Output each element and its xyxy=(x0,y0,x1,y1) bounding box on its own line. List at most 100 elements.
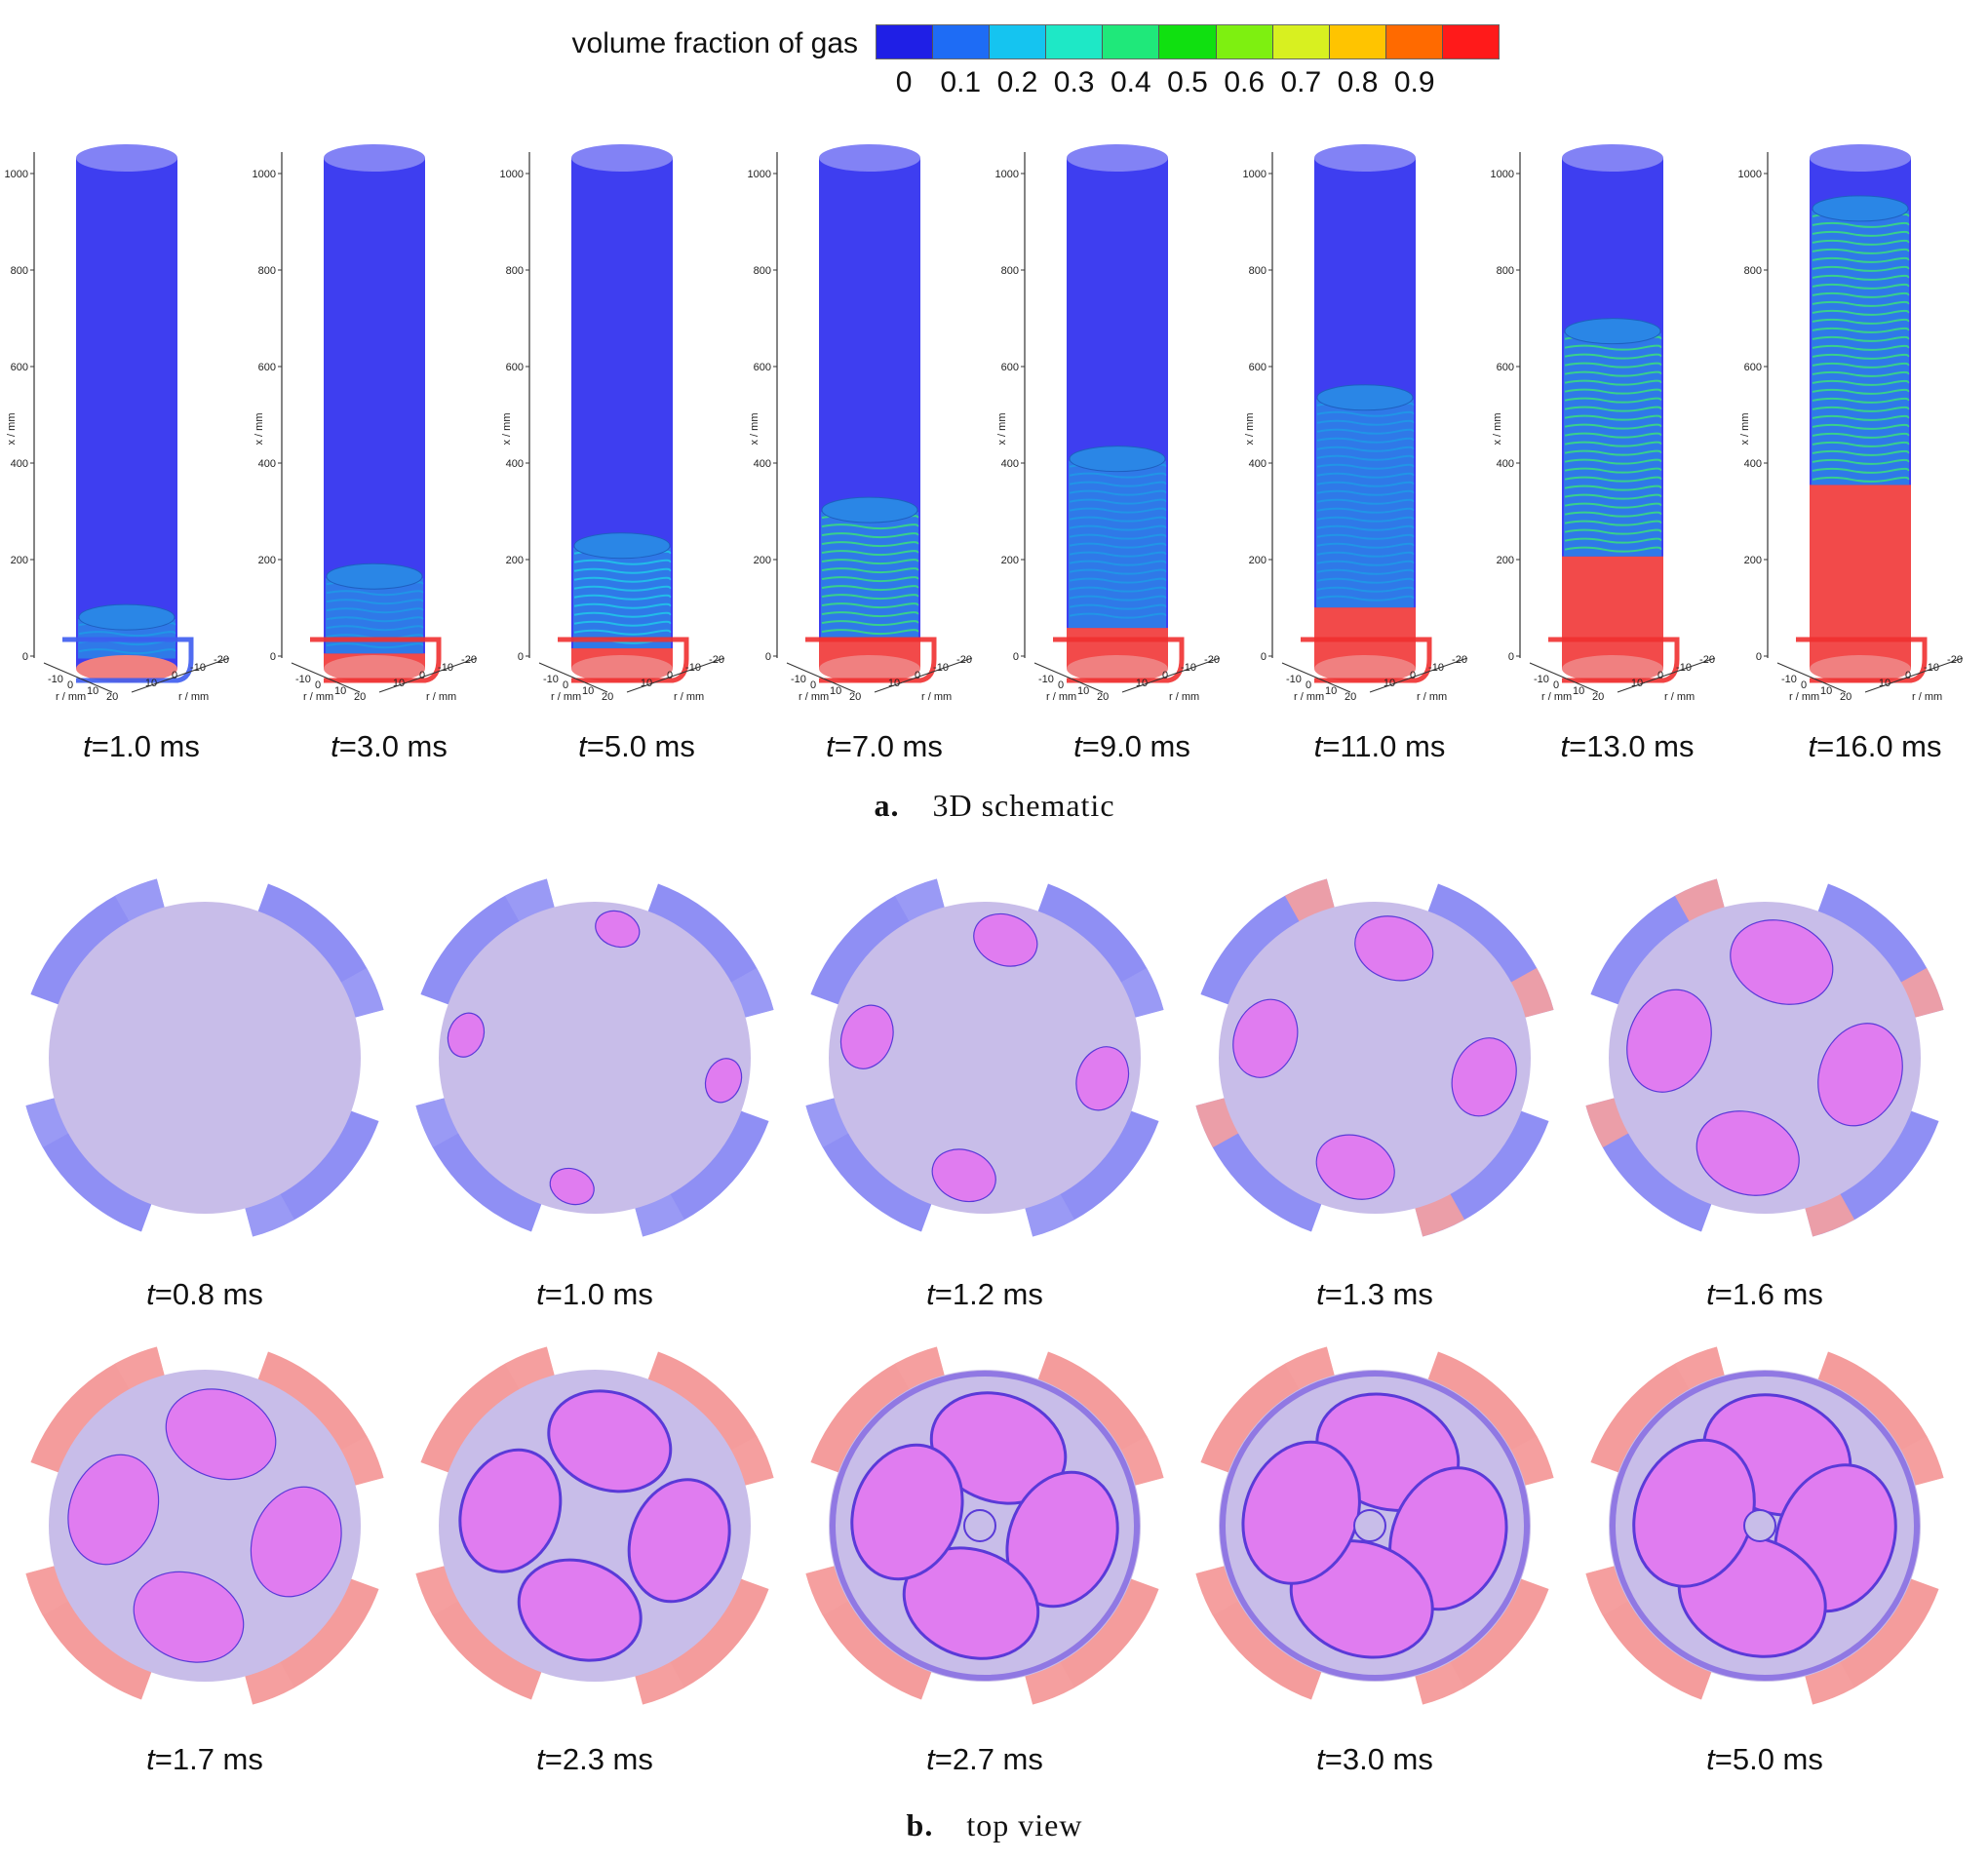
x-axis: 1000 800 600 400 200 0 x / mm xyxy=(748,152,778,663)
x-tick-label: 800 xyxy=(506,265,524,277)
r-tick-label: 10 xyxy=(641,678,652,689)
r-axis-label: r / mm xyxy=(1789,691,1819,702)
x-tick-label: 200 xyxy=(1497,555,1514,566)
r-tick-label: -10 xyxy=(933,662,949,674)
x-tick-label: 400 xyxy=(506,458,524,470)
r-axis-label: r / mm xyxy=(799,691,829,702)
x-axis-label: x / mm xyxy=(6,413,18,446)
top-view-plot xyxy=(1195,1346,1554,1705)
x-tick-label: 800 xyxy=(11,265,28,277)
colorbar-swatch xyxy=(933,25,991,58)
r-tick-label: -20 xyxy=(1204,654,1220,666)
r-tick-label: -20 xyxy=(709,654,724,666)
r-axis-label: r / mm xyxy=(56,691,86,702)
colorbar-tick-label: 0.8 xyxy=(1337,66,1379,98)
panel-a-caption-text: 3D schematic xyxy=(932,788,1115,823)
time-label: t=11.0 ms xyxy=(1313,729,1446,763)
r-tick-label: 20 xyxy=(1097,691,1109,702)
r-tick-label: 0 xyxy=(1410,670,1416,681)
x-tick-label: 0 xyxy=(765,651,771,663)
time-label: t=2.7 ms xyxy=(926,1742,1043,1776)
time-label: t=1.6 ms xyxy=(1706,1277,1823,1311)
r-tick-label: 20 xyxy=(602,691,613,702)
panel-b-caption-text: top view xyxy=(966,1807,1083,1843)
r-tick-label: 0 xyxy=(1905,670,1911,681)
r-tick-label: 10 xyxy=(1879,678,1891,689)
x-axis-label: x / mm xyxy=(1244,413,1256,446)
x-tick-label: 800 xyxy=(754,265,771,277)
r-tick-label: 20 xyxy=(849,691,861,702)
x-tick-label: 1000 xyxy=(995,169,1019,180)
panel-b-caption-letter: b. xyxy=(906,1807,934,1843)
x-tick-label: 600 xyxy=(1249,362,1267,373)
r-axis-label: r / mm xyxy=(1294,691,1324,702)
r-axis-label: r / mm xyxy=(1169,691,1199,702)
r-tick-label: 10 xyxy=(830,685,841,697)
x-tick-label: 200 xyxy=(1001,555,1019,566)
x-tick-label: 200 xyxy=(258,555,276,566)
r-tick-label: -20 xyxy=(1452,654,1467,666)
r-axis-label: r / mm xyxy=(1912,691,1942,702)
colorbar-swatch xyxy=(1216,25,1273,58)
x-axis: 1000 800 600 400 200 0 x / mm xyxy=(1491,152,1521,663)
r-axis-label: r / mm xyxy=(674,691,704,702)
r-tick-label: 10 xyxy=(1573,685,1584,697)
colorbar-tick-label: 0.7 xyxy=(1280,66,1322,98)
colorbar-swatch xyxy=(1385,25,1443,58)
r-tick-label: 10 xyxy=(888,678,900,689)
x-tick-label: 200 xyxy=(1744,555,1762,566)
r-tick-label: 0 xyxy=(1801,679,1807,691)
r-tick-label: 20 xyxy=(1840,691,1852,702)
x-tick-label: 1000 xyxy=(1491,169,1514,180)
x-axis-label: x / mm xyxy=(1492,413,1503,446)
x-tick-label: 600 xyxy=(258,362,276,373)
x-tick-label: 400 xyxy=(1249,458,1267,470)
colorbar-tick-label: 0.4 xyxy=(1110,66,1151,98)
r-tick-label: -10 xyxy=(295,674,311,685)
r-axis-label: r / mm xyxy=(1046,691,1076,702)
time-label: t=1.3 ms xyxy=(1316,1277,1433,1311)
x-tick-label: 800 xyxy=(1744,265,1762,277)
top-view-plot xyxy=(805,1346,1164,1705)
r-tick-label: -10 xyxy=(1781,674,1797,685)
colorbar xyxy=(876,24,1500,59)
time-label: t=1.0 ms xyxy=(536,1277,653,1311)
r-tick-label: 0 xyxy=(1657,670,1663,681)
r-axis-label: r / mm xyxy=(303,691,333,702)
r-tick-label: 0 xyxy=(667,670,673,681)
r-tick-label: 0 xyxy=(563,679,568,691)
colorbar-tick-label: 0.5 xyxy=(1167,66,1208,98)
time-label: t=5.0 ms xyxy=(1706,1742,1823,1776)
x-tick-label: 0 xyxy=(1013,651,1019,663)
r-tick-label: 0 xyxy=(1162,670,1168,681)
r-axis-label: r / mm xyxy=(551,691,581,702)
x-tick-label: 1000 xyxy=(1243,169,1267,180)
top-view-plot xyxy=(805,878,1164,1237)
x-axis: 1000 800 600 400 200 0 x / mm xyxy=(1738,152,1769,663)
time-label: t=9.0 ms xyxy=(1073,729,1190,763)
x-tick-label: 200 xyxy=(754,555,771,566)
r-tick-label: -20 xyxy=(956,654,972,666)
colorbar-tick-label: 0.1 xyxy=(940,66,982,98)
time-label: t=0.8 ms xyxy=(146,1277,263,1311)
top-view-plot xyxy=(1585,1346,1944,1705)
r-tick-label: -10 xyxy=(1924,662,1939,674)
top-view-plot xyxy=(1585,878,1944,1237)
r-tick-label: -10 xyxy=(1428,662,1444,674)
x-axis-label: x / mm xyxy=(749,413,760,446)
x-axis: 1000 800 600 400 200 0 x / mm xyxy=(1243,152,1273,663)
time-label: t=5.0 ms xyxy=(578,729,695,763)
top-view-plot xyxy=(25,878,384,1237)
x-axis-label: x / mm xyxy=(996,413,1008,446)
r-axis-label: r / mm xyxy=(1664,691,1695,702)
x-tick-label: 400 xyxy=(754,458,771,470)
r-tick-label: -10 xyxy=(48,674,63,685)
legend-title: volume fraction of gas xyxy=(571,27,858,59)
colorbar-swatch xyxy=(1159,25,1217,58)
